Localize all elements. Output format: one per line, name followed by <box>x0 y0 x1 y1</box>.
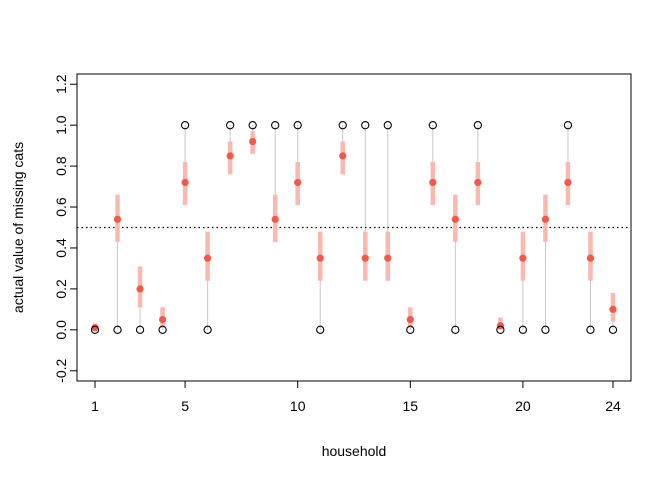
observed-point <box>518 325 528 334</box>
estimate-point <box>316 254 324 262</box>
x-tick-label: 10 <box>290 398 306 414</box>
estimate-point <box>181 178 189 187</box>
estimate-point <box>204 254 212 262</box>
observed-point <box>451 325 460 334</box>
observed-point <box>428 121 437 130</box>
estimate-point <box>451 215 459 223</box>
x-tick-label: 1 <box>91 398 99 414</box>
observed-point <box>406 325 415 334</box>
x-axis-label: household <box>322 443 387 459</box>
observed-point <box>316 325 325 334</box>
y-tick-label: 0.0 <box>53 320 69 340</box>
estimate-point <box>474 178 482 187</box>
observed-point <box>225 121 235 130</box>
estimate-point <box>361 254 369 262</box>
estimate-point <box>564 178 572 187</box>
x-tick-label: 20 <box>515 398 531 414</box>
observed-point <box>361 121 370 130</box>
estimate-point <box>586 254 595 262</box>
estimate-point <box>271 215 279 223</box>
y-axis: -0.2 0.0 0.2 0.4 0.6 0.8 1.0 1.2 <box>53 74 78 383</box>
y-tick-label: 0.6 <box>53 197 69 217</box>
estimate-point <box>519 254 527 262</box>
estimate-point <box>541 215 550 223</box>
observed-point <box>338 121 347 130</box>
estimate-point <box>113 215 122 223</box>
observed-point <box>473 121 483 130</box>
x-axis: 1 5 10 15 20 24 <box>91 380 621 414</box>
observed-point <box>180 121 190 130</box>
observed-point <box>541 325 550 334</box>
y-tick-label: 1.2 <box>53 74 69 94</box>
observed-point <box>271 121 280 130</box>
y-tick-label: 1.0 <box>53 115 69 135</box>
y-axis-label: actual value of missing cats <box>10 142 26 313</box>
observed-point <box>90 325 100 334</box>
y-tick-label: 0.8 <box>53 156 69 176</box>
estimate-point <box>429 178 437 187</box>
observed-point <box>383 121 392 130</box>
estimate-point <box>136 285 144 293</box>
observed-point <box>248 121 257 130</box>
estimate-point <box>294 178 302 187</box>
observed-point <box>293 121 302 130</box>
x-tick-label: 5 <box>181 398 189 414</box>
observed-point <box>496 325 505 334</box>
observed-points <box>90 121 618 334</box>
observed-point <box>113 325 122 334</box>
observed-point <box>563 121 573 130</box>
x-tick-label: 15 <box>403 398 419 414</box>
estimate-point <box>158 316 167 324</box>
estimate-point <box>609 305 617 313</box>
interval-bars <box>92 131 616 330</box>
observed-point <box>586 325 595 334</box>
estimate-point <box>226 152 234 160</box>
y-tick-label: 0.2 <box>53 279 69 299</box>
x-tick-label: 24 <box>605 398 621 414</box>
estimate-point <box>91 324 99 332</box>
observed-point <box>203 325 212 334</box>
y-tick-label: -0.2 <box>53 358 69 382</box>
observed-point <box>158 325 167 334</box>
estimate-points <box>91 137 617 332</box>
plot-frame <box>76 73 632 382</box>
observed-point <box>135 325 145 334</box>
y-tick-label: 0.4 <box>53 238 69 258</box>
estimate-point <box>406 316 414 324</box>
estimate-point <box>384 254 392 262</box>
estimate-point <box>339 152 347 160</box>
observed-point <box>608 325 618 334</box>
estimate-point <box>249 137 257 146</box>
